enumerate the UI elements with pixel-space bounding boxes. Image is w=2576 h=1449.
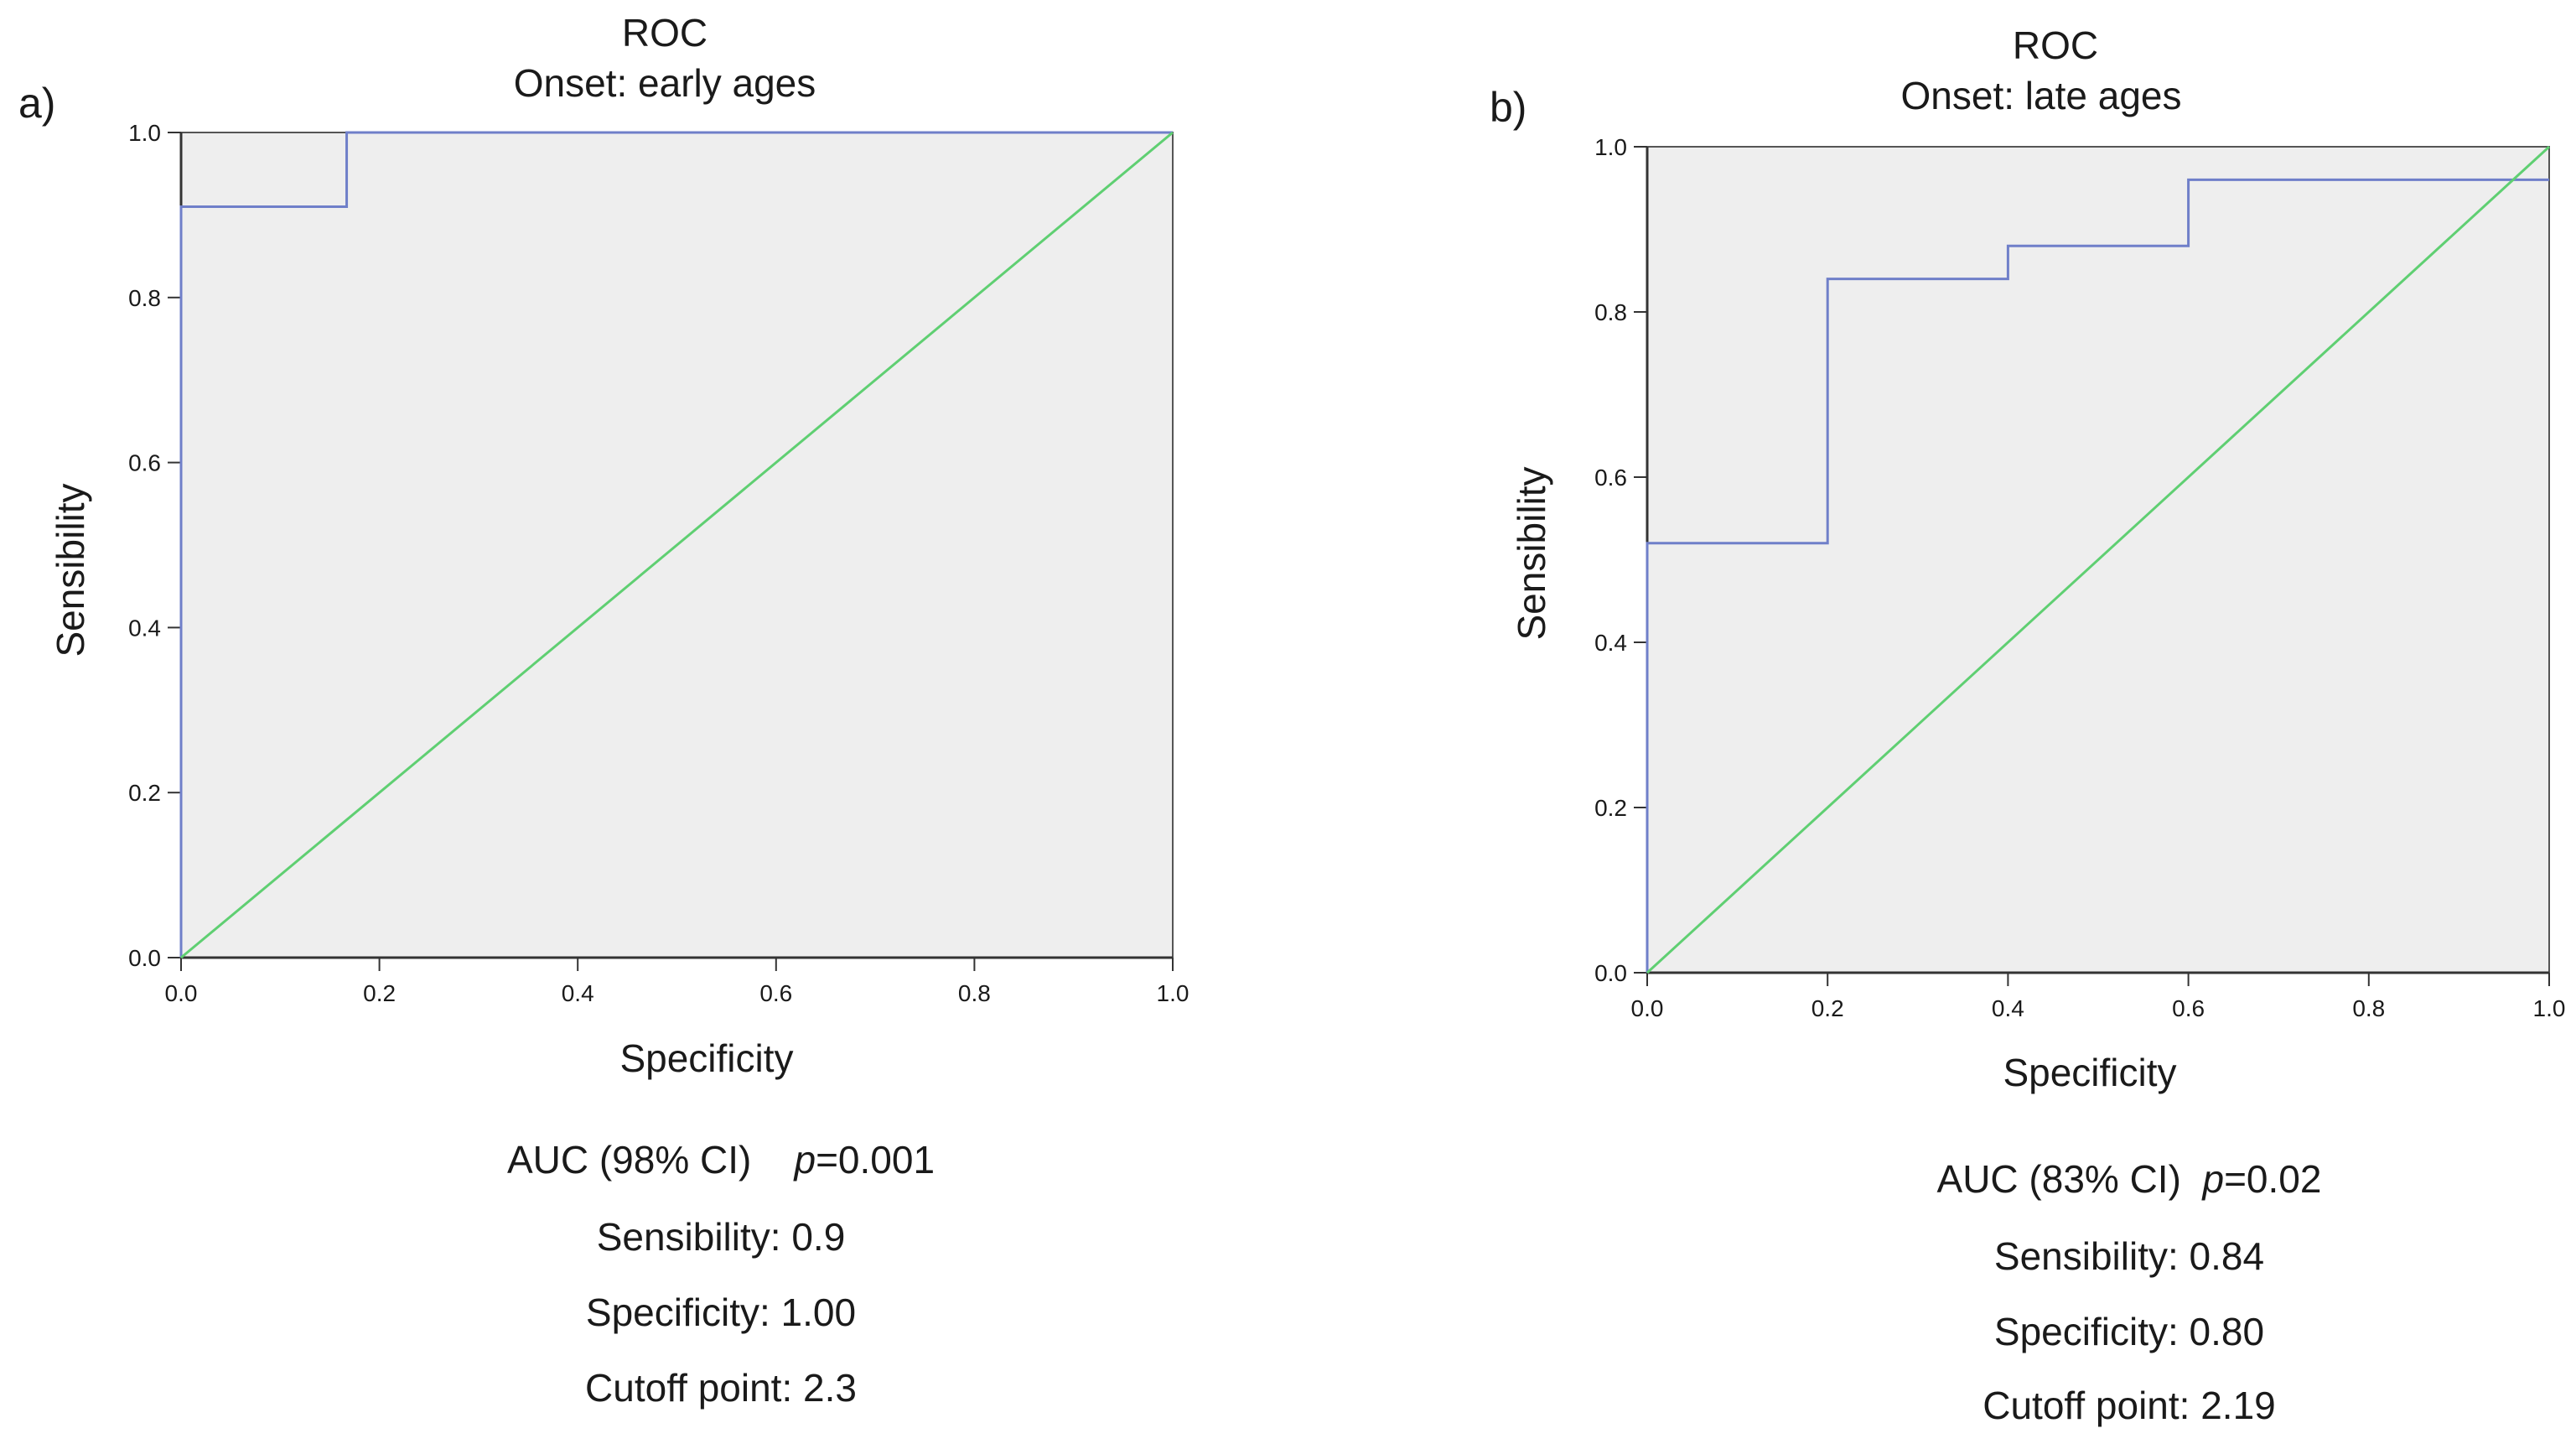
p-symbol: p [794, 1138, 816, 1182]
x-tick-label: 0.2 [1811, 995, 1844, 1021]
y-axis-label: Sensibility [1510, 466, 1553, 640]
roc-chart-panel-b: 0.0 0.2 0.4 0.6 0.8 1.0 0.0 0.2 0.4 0.6 0.8 1.0 b) RO… [1490, 23, 2565, 1094]
y-tick-label: 0.6 [128, 450, 161, 476]
p-symbol: p [2202, 1157, 2225, 1201]
x-tick-label: 0.0 [165, 980, 198, 1006]
auc-label: AUC (83% CI) [1936, 1157, 2181, 1201]
y-tick-label: 0.4 [128, 615, 161, 641]
panel-label: b) [1490, 84, 1526, 131]
chart-subtitle: Onset: early ages [514, 61, 816, 105]
y-tick-label: 0.8 [1594, 299, 1627, 325]
y-tick-label: 0.2 [128, 780, 161, 806]
cutoff-value: Cutoff point: 2.3 [585, 1366, 857, 1410]
y-tick-label: 0.2 [1594, 795, 1627, 821]
x-tick-label: 0.8 [958, 980, 991, 1006]
stats-panel-b: AUC (83% CI) p=0.02 Sensibility: 0.84 Sp… [1878, 1160, 2381, 1445]
auc-line: AUC (98% CI) p=0.001 [469, 1140, 972, 1179]
reference-diagonal-line [1646, 145, 2551, 974]
auc-line: AUC (83% CI) p=0.02 [1878, 1160, 2381, 1198]
roc-chart-panel-a: 0.0 0.2 0.4 0.6 0.8 1.0 0.0 0.2 0.4 0.6 0.8 1.0 a) RO… [18, 11, 1189, 1080]
x-tick-label: 0.8 [2352, 995, 2385, 1021]
y-tick-label: 0.0 [1594, 960, 1627, 986]
stats-panel-a: AUC (98% CI) p=0.001 Sensibility: 0.9 Sp… [469, 1140, 972, 1426]
y-tick-label: 0.8 [128, 285, 161, 311]
auc-label: AUC (98% CI) [506, 1138, 752, 1182]
y-tick-label: 0.6 [1594, 465, 1627, 491]
x-tick-label: 0.2 [363, 980, 396, 1006]
reference-diagonal-line [180, 131, 1174, 959]
x-axis-label: Specificity [2003, 1051, 2176, 1094]
sensibility-value: Sensibility: 0.84 [1993, 1234, 2265, 1278]
panel-label: a) [18, 80, 55, 127]
x-tick-label: 0.0 [1631, 995, 1664, 1021]
p-value: =0.001 [816, 1138, 936, 1182]
y-axis-label: Sensibility [49, 483, 92, 657]
chart-subtitle: Onset: late ages [1901, 74, 2182, 117]
x-tick-label: 0.6 [2172, 995, 2205, 1021]
chart-title: ROC [2013, 23, 2098, 67]
y-tick-label: 1.0 [1594, 134, 1627, 160]
specificity-value: Specificity: 1.00 [585, 1291, 857, 1334]
roc-curve-line [1646, 178, 2549, 973]
chart-title: ROC [622, 11, 707, 55]
sensibility-value: Sensibility: 0.9 [596, 1215, 846, 1259]
x-axis-label: Specificity [619, 1036, 793, 1080]
cutoff-value: Cutoff point: 2.19 [1983, 1384, 2276, 1427]
y-tick-label: 0.4 [1594, 630, 1627, 656]
y-tick-label: 0.0 [128, 945, 161, 971]
roc-curve-line [179, 131, 1173, 958]
p-value: =0.02 [2224, 1157, 2322, 1201]
x-tick-label: 1.0 [2533, 995, 2566, 1021]
specificity-value: Specificity: 0.80 [1993, 1310, 2265, 1353]
y-tick-label: 1.0 [128, 120, 161, 146]
x-tick-label: 1.0 [1157, 980, 1190, 1006]
x-tick-label: 0.4 [562, 980, 594, 1006]
x-tick-label: 0.4 [1992, 995, 2024, 1021]
x-tick-label: 0.6 [759, 980, 792, 1006]
